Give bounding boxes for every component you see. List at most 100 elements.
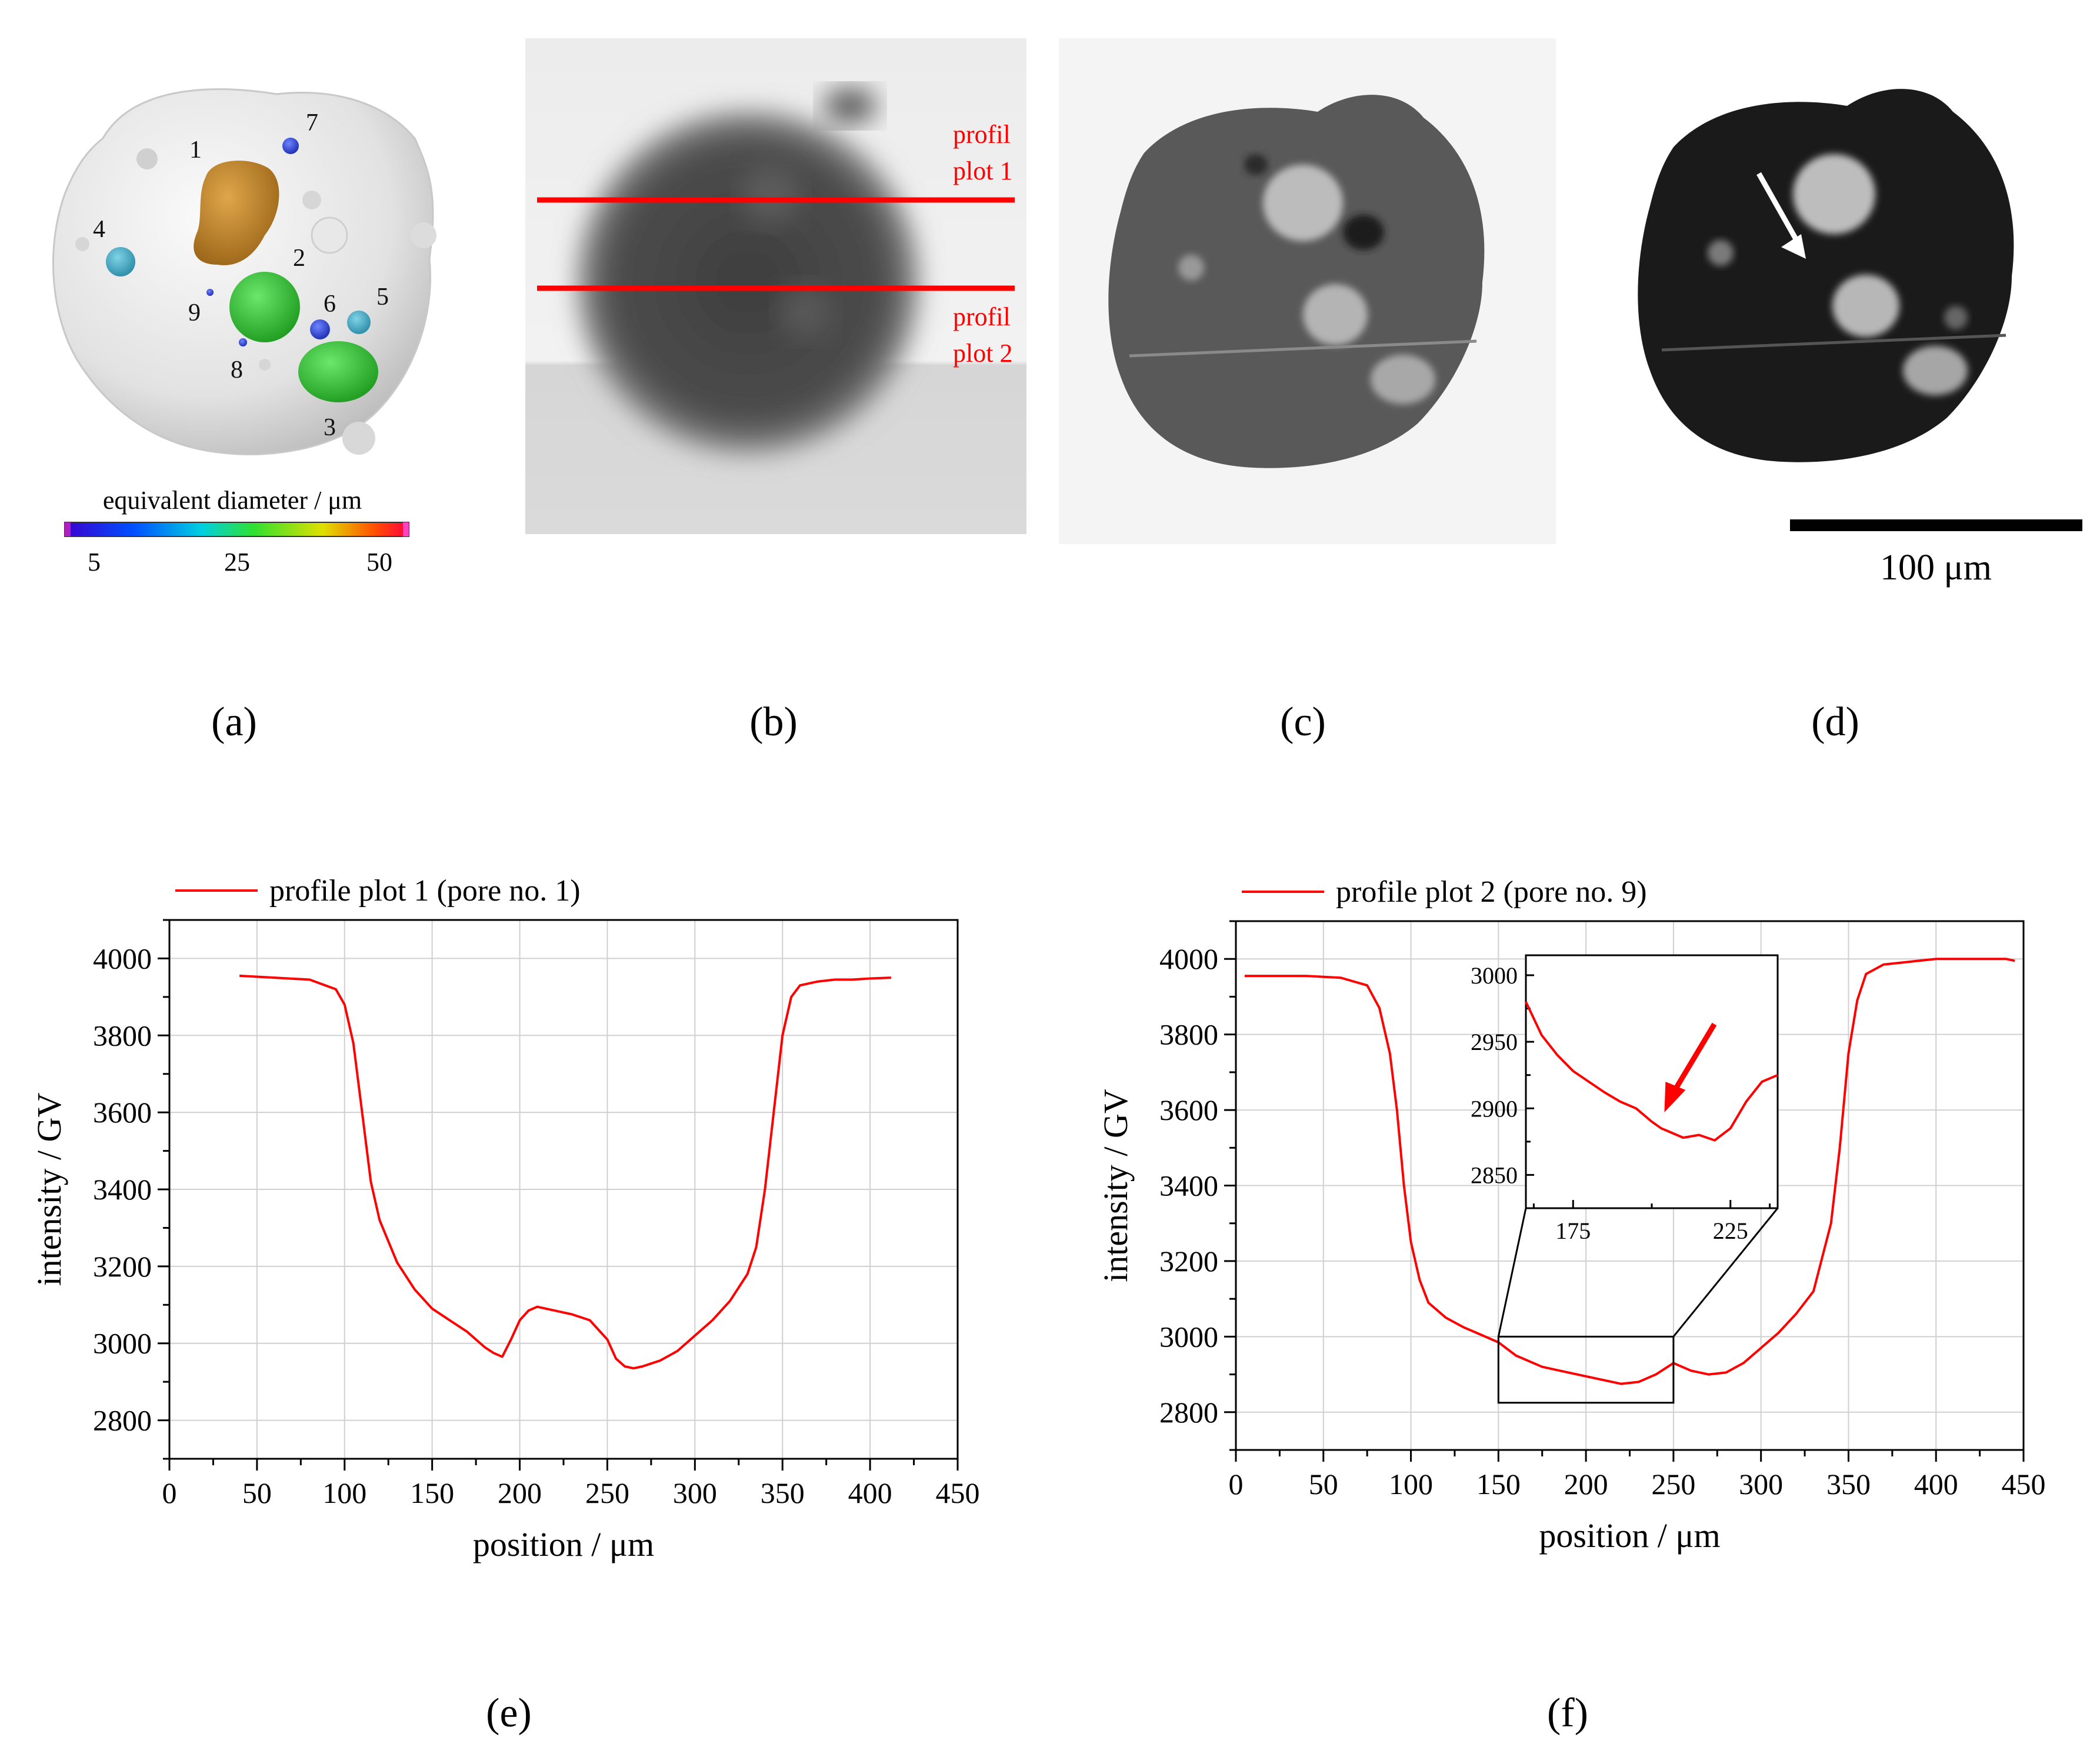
inset-series-line [1525, 1001, 1778, 1142]
x-tick-label: 150 [410, 1476, 454, 1509]
colorbar-end-high [403, 522, 409, 536]
chart-f-profile-plot-2: 0 50 100 150 200 250 300 350 400 450 2800 3000 3200 3… [1096, 875, 2046, 1555]
pore-number-7: 7 [306, 109, 318, 136]
x-tick-label: 300 [1739, 1468, 1783, 1501]
colorbar-label: equivalent diameter / μm [103, 486, 362, 515]
pore-3 [298, 341, 378, 402]
chart-e-profile-plot-1: 0 50 100 150 200 250 300 350 400 450 2800 3000 3200 3… [30, 874, 980, 1563]
colorbar-tick-25: 25 [224, 548, 250, 576]
x-tick-label: 150 [1476, 1468, 1521, 1501]
y-tick-label: 3000 [93, 1327, 152, 1360]
panel-label-d: (d) [1811, 699, 1859, 745]
x-tick-label: 50 [242, 1476, 272, 1509]
pore-number-6: 6 [324, 291, 336, 318]
y-tick-label: 3600 [93, 1096, 152, 1129]
surface-dimple [311, 216, 348, 254]
inset-indicator-arrow [1672, 1022, 1717, 1092]
x-tick-label: 200 [498, 1476, 542, 1509]
panel-b-radiograph: profil plot 1 profil plot 2 [525, 38, 1026, 534]
pore-number-labels: 1 2 3 4 5 6 7 8 9 [93, 109, 389, 441]
pore-1-section [1263, 165, 1343, 241]
pore-1-shadow [741, 165, 800, 224]
y-tick-label: 3400 [93, 1173, 152, 1206]
pore-2 [229, 272, 300, 342]
panel-label-c: (c) [1280, 699, 1326, 745]
pore-number-5: 5 [376, 284, 389, 311]
pore-number-1: 1 [189, 136, 202, 164]
pore-4-section [1178, 255, 1204, 281]
particle-shadow [578, 112, 919, 453]
pore-7 [282, 138, 299, 154]
x-tick-label: 400 [848, 1476, 892, 1509]
pore-9-indicator-arrowhead [1781, 234, 1806, 259]
surface-bump [411, 222, 436, 248]
inset-connector-left [1497, 1208, 1527, 1337]
x-tick-label: 0 [1229, 1468, 1244, 1501]
inset-y-tick-label: 2950 [1471, 1029, 1518, 1055]
legend-label: profile plot 1 (pore no. 1) [269, 874, 581, 908]
x-tick-label: 300 [673, 1476, 717, 1509]
inset-x-tick-label: 175 [1555, 1218, 1591, 1244]
pore-2-section [1303, 284, 1368, 345]
inset-y-tick-label: 3000 [1471, 962, 1518, 989]
y-tick-label: 3000 [1159, 1320, 1218, 1353]
x-tick-label: 450 [2002, 1468, 2046, 1501]
y-tick-label: 3400 [1159, 1169, 1218, 1202]
inset-frame [1525, 954, 1779, 1209]
panel-label-a: (a) [211, 699, 257, 745]
legend-label: profile plot 2 (pore no. 9) [1336, 875, 1647, 909]
scale-bar [1790, 519, 2082, 531]
colorbar-tick-5: 5 [88, 548, 101, 576]
y-tick-label: 2800 [93, 1404, 152, 1437]
pore-number-4: 4 [93, 216, 105, 243]
colorbar-end-low [65, 522, 71, 536]
pore-number-2: 2 [293, 245, 305, 272]
y-axis-label: intensity / GV [1096, 1089, 1135, 1282]
surface-dimple [136, 148, 158, 169]
pore-number-3: 3 [324, 414, 336, 441]
y-tick-label: 4000 [93, 942, 152, 975]
x-tick-label: 250 [585, 1476, 629, 1509]
pore-9-indicator-arrow [1756, 172, 1799, 243]
panel-label-f: (f) [1547, 1691, 1588, 1736]
panel-d-segmented-slice: 100 μm [1638, 89, 2082, 588]
profile-line-labels: profil plot 1 profil plot 2 [953, 120, 1012, 368]
y-tick-label: 2800 [1159, 1396, 1218, 1429]
pore-5-section [1944, 306, 1968, 329]
pore-shadow [779, 285, 832, 338]
pore-3-section [1903, 346, 1968, 395]
x-tick-label: 250 [1651, 1468, 1695, 1501]
ring-artifact [1129, 339, 1477, 358]
panel-label-b: (b) [749, 699, 798, 745]
x-tick-label: 400 [1914, 1468, 1958, 1501]
pore-1 [194, 161, 279, 265]
panel-label-e: (e) [486, 1691, 532, 1736]
panel-labels: (a) (b) (c) (d) (e) (f) [211, 699, 1859, 1736]
y-tick-label: 4000 [1159, 942, 1218, 975]
pore-3-section [1371, 355, 1435, 404]
surface-dimple [75, 237, 89, 251]
surface-dimple [302, 191, 321, 209]
dark-inclusion [1244, 154, 1268, 175]
particle-cross-section [1108, 95, 1485, 468]
colorbar-tick-50: 50 [366, 548, 392, 576]
profile-label-1-line2: plot 1 [953, 156, 1012, 185]
x-tick-label: 350 [1826, 1468, 1871, 1501]
x-axis-label: position / μm [1539, 1516, 1720, 1555]
y-axis-label: intensity / GV [30, 1093, 68, 1286]
series-line [239, 974, 891, 1370]
pore-5 [347, 311, 371, 334]
x-axis-label: position / μm [473, 1525, 654, 1563]
y-tick-label: 3200 [93, 1250, 152, 1283]
particle-bump [824, 88, 876, 124]
pore-4 [106, 247, 135, 276]
profile-label-1-line1: profil [953, 120, 1011, 149]
panel-c-ct-slice [1059, 38, 1556, 544]
inset-connector-right [1672, 1208, 1779, 1338]
pore-number-9: 9 [188, 299, 201, 326]
inset-y-tick-label: 2850 [1471, 1162, 1518, 1188]
pore-9 [206, 289, 214, 296]
x-tick-label: 0 [162, 1476, 177, 1509]
pore-number-8: 8 [231, 356, 243, 384]
